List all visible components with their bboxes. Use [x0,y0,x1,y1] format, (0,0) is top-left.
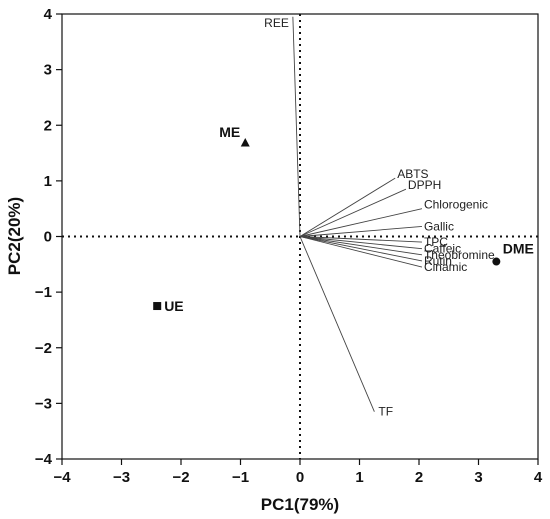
loading-label: REE [264,16,289,30]
loading-vector-line [299,188,407,237]
y-axis-title: PC2(20%) [5,197,24,275]
y-tick-label: 2 [44,117,52,134]
loading-vector-line [299,236,422,243]
x-tick-label: 1 [355,469,363,486]
loading-label: Gallic [424,219,454,233]
loading-vector-line [299,236,423,262]
y-tick-label: 1 [44,173,52,190]
loading-vector-line [299,177,396,237]
x-axis-title: PC1(79%) [261,495,339,514]
loading-label: Caffeic [424,242,461,256]
loading-label: DPPH [408,178,441,192]
score-point-marker [492,257,501,266]
x-tick-label: −2 [172,469,189,486]
score-point-label: UE [164,298,183,314]
loading-vector-line [292,16,301,237]
loading-label: TF [378,405,393,419]
loading-vector-line [299,236,423,256]
loading-label: ABTS [397,167,428,181]
score-point-marker [240,138,250,147]
x-tick-label: −1 [232,469,249,486]
loading-label: TPC [424,235,448,249]
y-tick-label: 0 [44,229,52,246]
score-point-label: ME [219,124,240,140]
loading-vector-line [299,236,375,412]
y-tick-label: 4 [44,6,53,23]
loading-label: Cinamic [424,260,467,274]
y-tick-label: −4 [35,451,53,468]
y-tick-label: −3 [35,395,52,412]
y-axis: 4 3 2 1 0 −1 −2 −3 −4 [35,6,62,468]
x-tick-label: 4 [534,469,543,486]
score-point-label: DME [503,241,534,257]
score-points: ME UE DME [153,124,534,314]
loading-vector-line [299,226,423,237]
loading-label: Rutin [424,254,452,268]
y-tick-label: 3 [44,62,52,79]
x-tick-label: −4 [53,469,71,486]
loading-label: Theobromine [424,248,495,262]
loading-vector-line [299,208,423,237]
x-tick-label: 0 [296,469,304,486]
y-tick-label: −1 [35,284,52,301]
x-tick-label: 2 [415,469,423,486]
x-tick-label: 3 [474,469,482,486]
loading-vector-line [299,236,423,268]
y-tick-label: −2 [35,340,52,357]
x-tick-label: −3 [113,469,130,486]
x-axis: −4 −3 −2 −1 0 1 2 3 4 [53,459,543,486]
score-point-marker [153,302,162,311]
loading-label: Chlorogenic [424,198,488,212]
loading-vector-line [299,236,423,250]
